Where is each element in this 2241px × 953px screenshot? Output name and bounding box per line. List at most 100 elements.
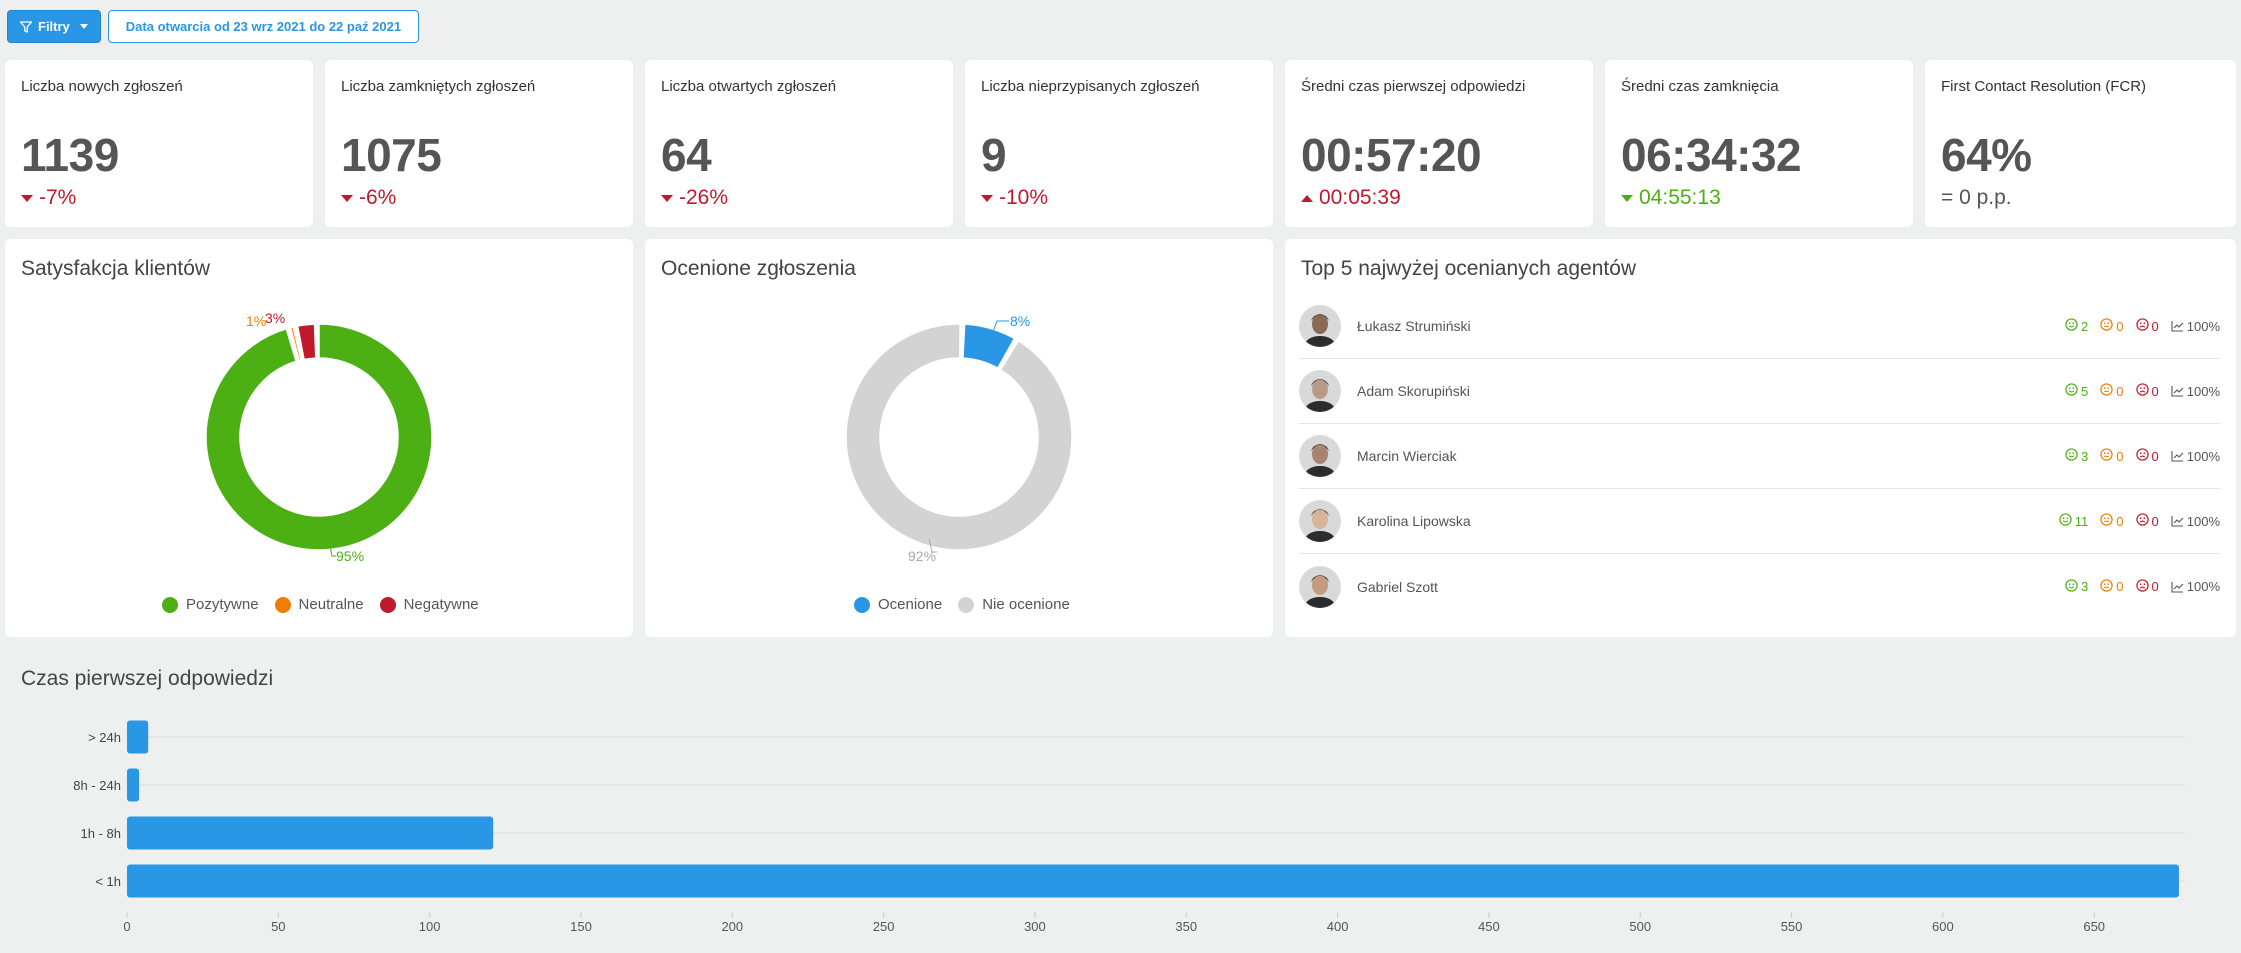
rated-slice[interactable]: [962, 323, 1016, 370]
legend-item-not-rated[interactable]: Nie ocenione: [958, 596, 1070, 613]
arrow-down-icon: [981, 194, 993, 202]
arrow-down-icon: [341, 194, 353, 202]
smile-happy-icon: [2065, 448, 2078, 464]
agent-row[interactable]: Gabriel Szott 3 0 0 100%: [1299, 554, 2220, 619]
kpi-value: 00:57:20: [1301, 129, 1482, 181]
kpi-delta-value: 00:05:39: [1319, 186, 1401, 209]
negative-count: 0: [2135, 383, 2159, 399]
neutral-value: 0: [2116, 579, 2124, 594]
agent-name: Marcin Wierciak: [1357, 448, 1457, 464]
agent-name: Adam Skorupiński: [1357, 383, 1470, 399]
bar[interactable]: [127, 768, 140, 802]
neutral-count: 0: [2100, 318, 2124, 334]
satisfaction-donut: 95% 1%3%: [205, 310, 433, 564]
x-tick-label: 500: [1629, 919, 1651, 934]
legend-item-neutral[interactable]: Neutralne: [274, 596, 364, 613]
trend-chart-icon: [2171, 451, 2184, 462]
legend-item-negative[interactable]: Negatywne: [379, 596, 479, 613]
response-time-panel: Czas pierwszej odpowiedzi 0 50 100 150 200 25…: [5, 649, 2236, 953]
y-category-label: 1h - 8h: [81, 826, 121, 841]
agent-row[interactable]: Marcin Wierciak 3 0 0 100%: [1299, 424, 2220, 489]
agent-row[interactable]: Łukasz Strumiński 2 0 0 100%: [1299, 294, 2220, 359]
response-time-title: Czas pierwszej odpowiedzi: [21, 667, 274, 690]
x-tick-label: 400: [1327, 919, 1349, 934]
positive-count: 5: [2065, 383, 2088, 399]
positive-count: 2: [2065, 318, 2088, 334]
rated-panel: Ocenione zgłoszenia 8% 92% Ocenione Nie o…: [645, 239, 1273, 637]
response-time-chart: 0 50 100 150 200 250 300 350 400 450 500 550 600 650 >…: [73, 720, 2185, 934]
agent-name: Karolina Lipowska: [1357, 513, 1471, 529]
satisfaction-slice[interactable]: [205, 323, 433, 551]
score-value: 100%: [2186, 383, 2220, 399]
neutral-count: 0: [2100, 578, 2124, 595]
date-range-button[interactable]: Data otwarcia od 23 wrz 2021 do 22 paź 2…: [107, 10, 420, 43]
kpi-card: Liczba nowych zgłoszeń 1139 -7%: [5, 60, 313, 227]
agent-stats: 5 0 0 100%: [2065, 383, 2220, 399]
top-agents-panel: Top 5 najwyżej ocenianych agentów Łukasz…: [1285, 239, 2236, 637]
smile-happy-icon: [2059, 513, 2072, 529]
chevron-down-icon: [79, 24, 88, 29]
x-tick-label: 300: [1024, 919, 1046, 934]
kpi-value: 1139: [21, 129, 119, 181]
kpi-delta-value: -7%: [39, 186, 77, 209]
score-value: 100%: [2186, 448, 2220, 464]
legend-label-rated: Ocenione: [878, 596, 943, 613]
smile-sad-icon: [2135, 448, 2149, 464]
neutral-value: 0: [2116, 383, 2124, 399]
bar[interactable]: [127, 864, 2179, 898]
avatar: [1299, 500, 1341, 542]
legend-dot-negative: [379, 596, 396, 613]
smile-neutral-icon: [2100, 318, 2113, 334]
rated-slice[interactable]: [845, 323, 1073, 551]
negative-value: 0: [2151, 318, 2159, 334]
bar[interactable]: [127, 816, 494, 850]
x-tick-label: 100: [419, 919, 441, 934]
rated-data-label: 92%: [908, 548, 936, 564]
legend-label-neutral: Neutralne: [298, 596, 364, 613]
x-tick-label: 350: [1175, 919, 1197, 934]
smile-neutral-icon: [2100, 513, 2113, 529]
agent-row[interactable]: Adam Skorupiński 5 0 0 100%: [1299, 359, 2220, 424]
kpi-card: Średni czas zamknięcia 06:34:32 04:55:13: [1605, 60, 1913, 227]
agent-name: Łukasz Strumiński: [1357, 318, 1471, 334]
score-value: 100%: [2186, 579, 2220, 594]
rated-label-line: [992, 320, 1009, 333]
kpi-card: Liczba nieprzypisanych zgłoszeń 9 -10%: [965, 60, 1273, 227]
smile-sad-icon: [2135, 578, 2149, 595]
legend-item-rated[interactable]: Ocenione: [854, 596, 942, 613]
satisfaction-data-label: 95%: [336, 548, 364, 564]
satisfaction-data-label: 1%: [246, 313, 266, 329]
smile-sad-icon: [2135, 383, 2149, 399]
legend-label-negative: Negatywne: [403, 596, 479, 613]
kpi-title: Liczba otwartych zgłoszeń: [661, 78, 837, 95]
legend-label-positive: Pozytywne: [186, 596, 259, 613]
bar[interactable]: [127, 720, 149, 754]
smile-neutral-icon: [2100, 383, 2113, 399]
agent-row[interactable]: Karolina Lipowska 11 0 0 100%: [1299, 489, 2220, 554]
legend-dot-positive: [162, 596, 178, 613]
kpi-card: Liczba zamkniętych zgłoszeń 1075 -6%: [325, 60, 633, 227]
positive-value: 3: [2081, 448, 2089, 464]
negative-value: 0: [2151, 579, 2159, 594]
trend-chart-icon: [2171, 321, 2184, 332]
x-tick-label: 250: [873, 919, 895, 934]
positive-count: 11: [2059, 513, 2088, 529]
agent-stats: 11 0 0 100%: [2059, 513, 2220, 529]
y-category-label: 8h - 24h: [73, 778, 121, 793]
negative-count: 0: [2135, 513, 2159, 529]
kpi-delta: -7%: [21, 186, 76, 210]
negative-count: 0: [2135, 318, 2159, 334]
kpi-delta: -6%: [341, 186, 396, 210]
satisfaction-slice[interactable]: [296, 323, 317, 361]
smile-happy-icon: [2065, 383, 2078, 399]
satisfaction-slice[interactable]: [289, 326, 302, 362]
agent-stats: 2 0 0 100%: [2065, 318, 2220, 334]
score: 100%: [2171, 579, 2220, 594]
legend-label-not-rated: Nie ocenione: [982, 596, 1070, 613]
legend-item-positive[interactable]: Pozytywne: [162, 596, 259, 613]
legend-dot-not-rated: [958, 596, 975, 613]
filter-button[interactable]: Filtry: [7, 10, 101, 43]
arrow-up-icon: [1301, 194, 1313, 202]
positive-count: 3: [2065, 578, 2088, 595]
kpi-title: Średni czas zamknięcia: [1621, 78, 1779, 95]
